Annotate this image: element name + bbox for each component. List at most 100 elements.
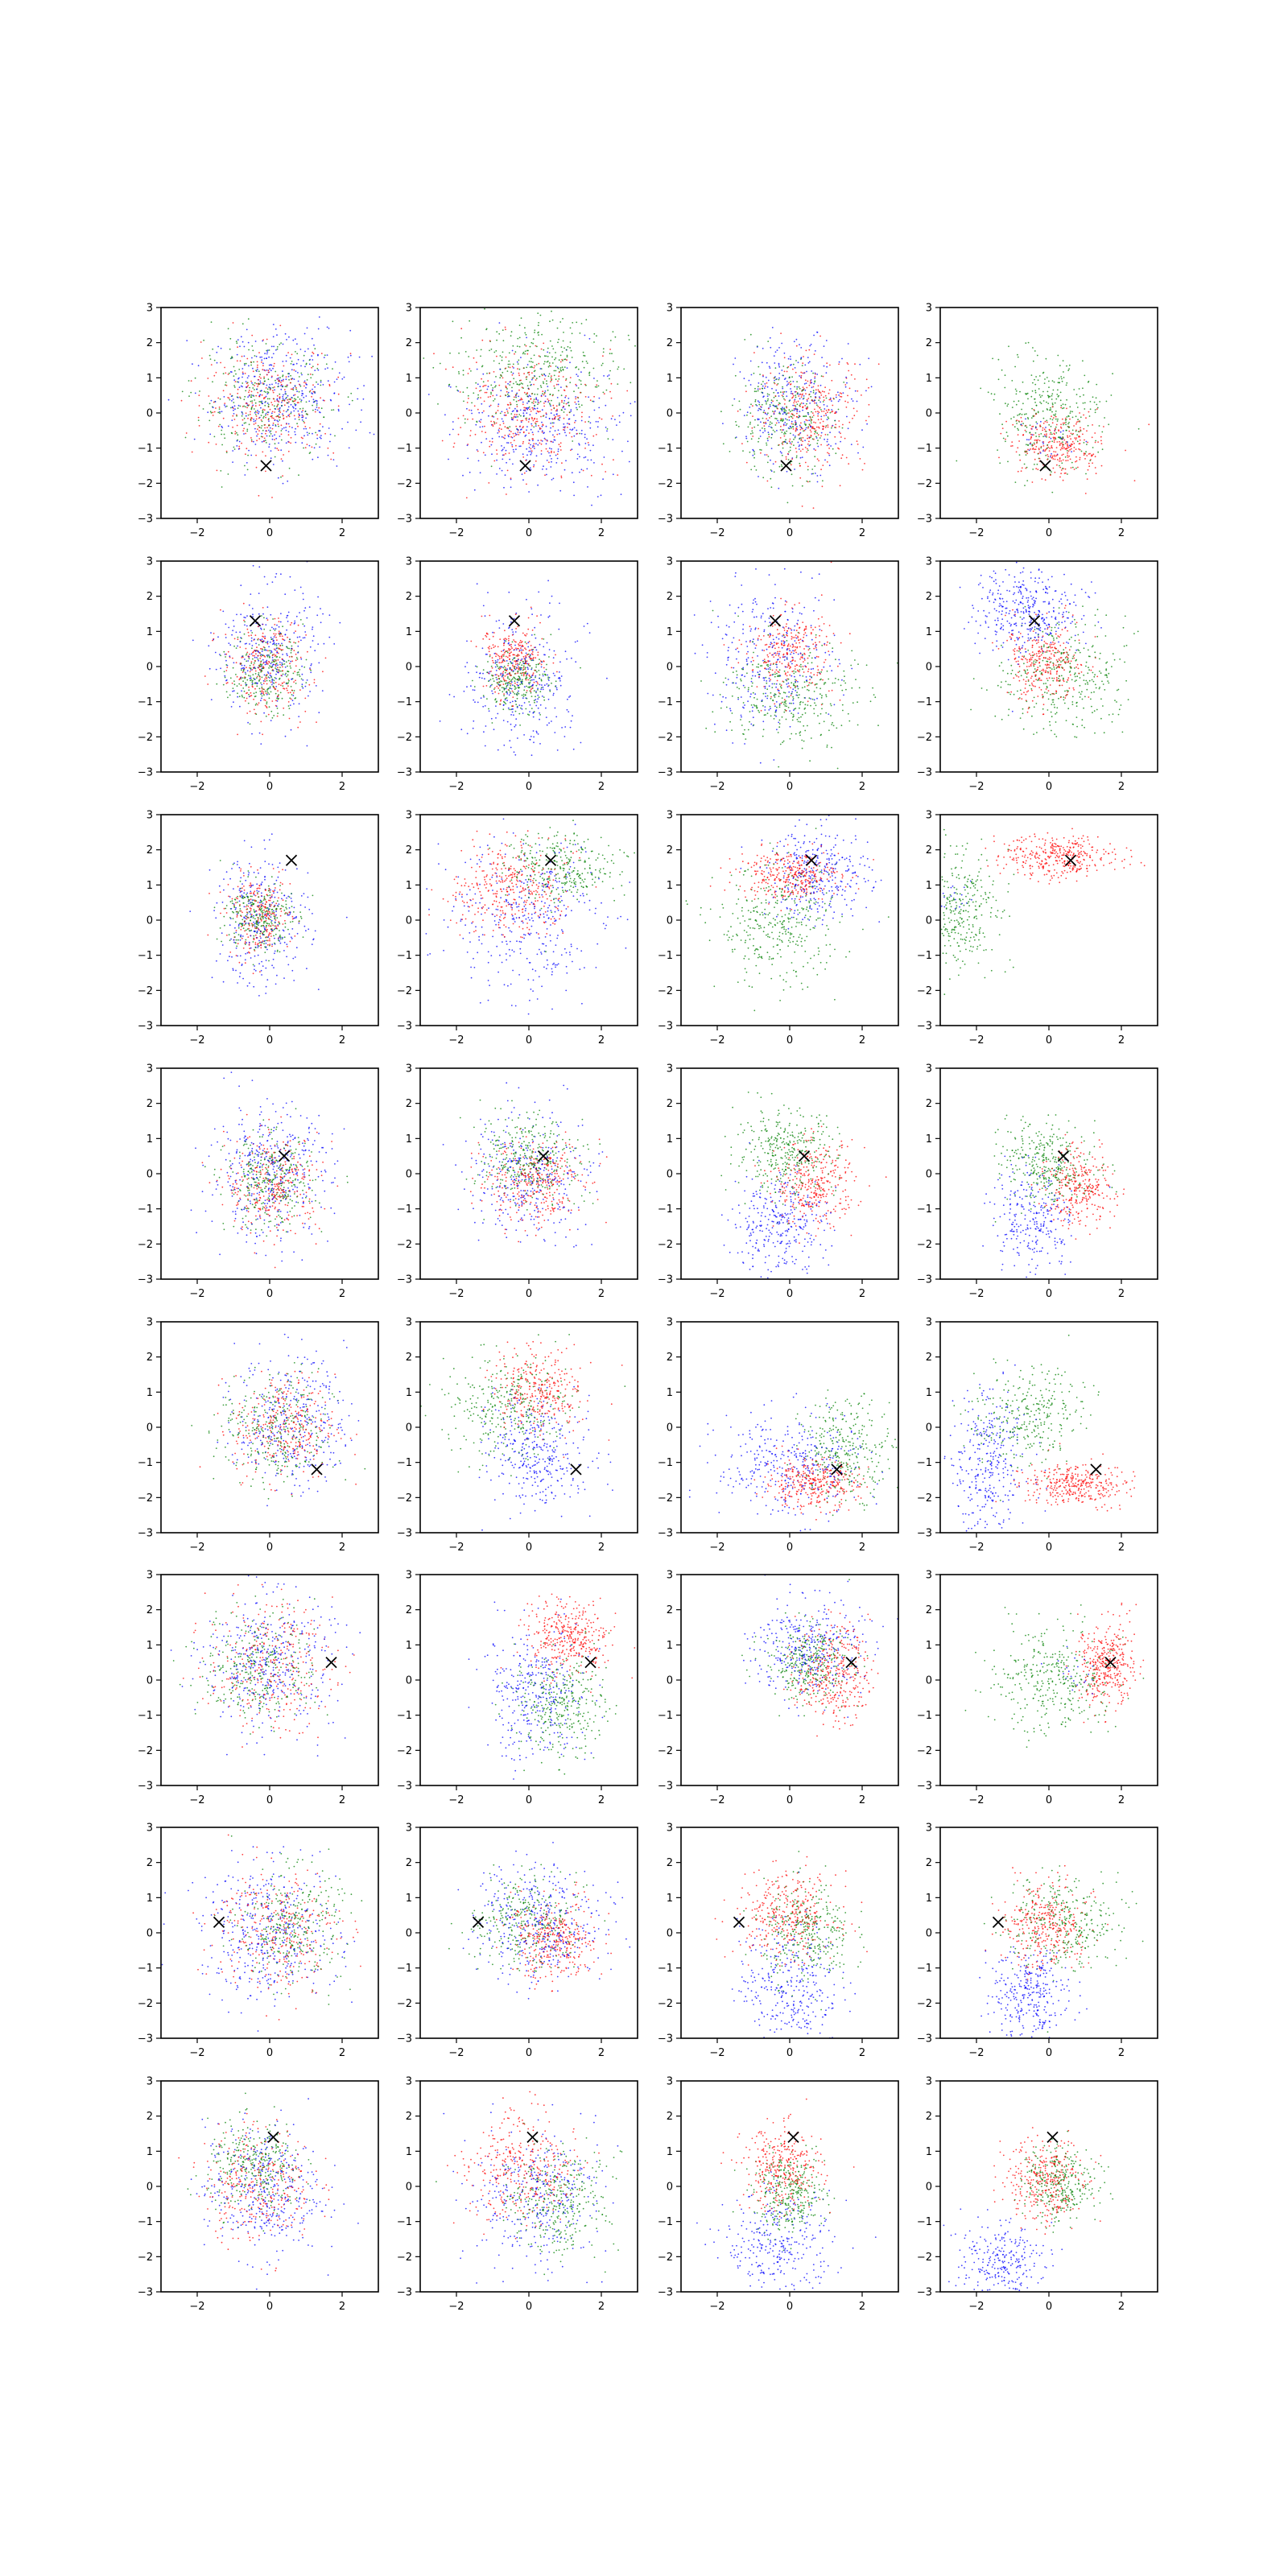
- red-point: [245, 700, 246, 702]
- green-point: [290, 374, 291, 377]
- blue-point: [303, 360, 304, 361]
- blue-point: [798, 416, 800, 418]
- red-point: [1032, 425, 1034, 427]
- red-point: [787, 412, 790, 414]
- red-point: [523, 407, 526, 409]
- blue-point: [539, 712, 540, 714]
- blue-point: [244, 364, 246, 366]
- green-point: [1046, 401, 1047, 403]
- red-point: [1042, 427, 1044, 429]
- blue-point: [765, 423, 767, 425]
- red-point: [299, 689, 301, 691]
- green-point: [521, 674, 522, 676]
- green-point: [254, 704, 257, 706]
- red-point: [547, 399, 550, 402]
- green-point: [253, 395, 255, 397]
- green-point: [247, 454, 249, 456]
- blue-point: [264, 402, 266, 403]
- red-point: [818, 390, 820, 392]
- green-point: [271, 661, 273, 663]
- green-point: [285, 661, 287, 663]
- green-point: [509, 691, 511, 693]
- red-point: [522, 440, 524, 443]
- green-point: [1017, 353, 1018, 356]
- green-point: [254, 399, 256, 401]
- green-point: [1014, 388, 1017, 390]
- blue-point: [782, 407, 783, 408]
- green-point: [300, 372, 303, 374]
- green-point: [1096, 383, 1098, 386]
- green-point: [242, 323, 244, 325]
- green-point: [601, 362, 604, 365]
- blue-point: [256, 657, 258, 658]
- red-point: [520, 397, 522, 399]
- red-point: [208, 395, 210, 397]
- red-point: [807, 437, 808, 440]
- red-point: [1043, 428, 1046, 431]
- red-point: [532, 433, 535, 436]
- blue-point: [810, 425, 811, 427]
- green-point: [562, 340, 564, 342]
- blue-point: [556, 457, 559, 460]
- green-point: [812, 391, 815, 394]
- red-point: [529, 408, 531, 411]
- blue-point: [794, 398, 796, 401]
- red-point: [285, 376, 287, 378]
- blue-point: [774, 362, 776, 364]
- blue-point: [548, 448, 551, 449]
- blue-point: [301, 411, 303, 413]
- red-point: [505, 414, 507, 416]
- red-point: [617, 474, 619, 476]
- blue-point: [491, 389, 493, 391]
- green-point: [508, 360, 510, 362]
- blue-point: [334, 361, 336, 363]
- red-point: [270, 681, 272, 683]
- blue-point: [298, 716, 300, 717]
- red-point: [524, 409, 526, 411]
- blue-point: [774, 351, 777, 353]
- blue-point: [765, 412, 766, 415]
- red-point: [840, 457, 843, 460]
- blue-point: [278, 377, 279, 379]
- blue-point: [573, 494, 575, 497]
- red-point: [1046, 454, 1049, 456]
- blue-point: [512, 463, 514, 465]
- blue-point: [231, 634, 233, 636]
- green-point: [1089, 401, 1092, 402]
- blue-point: [258, 732, 261, 734]
- green-point: [490, 393, 492, 395]
- green-point: [539, 375, 541, 378]
- green-point: [1024, 425, 1026, 427]
- red-point: [250, 380, 252, 382]
- green-point: [530, 384, 531, 386]
- blue-point: [797, 441, 799, 444]
- green-point: [605, 389, 608, 391]
- red-point: [452, 446, 455, 448]
- red-point: [258, 417, 260, 419]
- red-point: [1065, 460, 1067, 462]
- red-point: [1064, 468, 1067, 470]
- red-point: [517, 368, 518, 369]
- red-point: [1033, 415, 1035, 417]
- green-point: [263, 628, 266, 630]
- green-point: [260, 671, 262, 673]
- green-point: [511, 678, 514, 680]
- blue-point: [764, 383, 766, 385]
- red-point: [759, 388, 761, 390]
- green-point: [545, 668, 547, 671]
- red-point: [510, 436, 512, 438]
- red-point: [247, 631, 250, 634]
- blue-point: [243, 433, 245, 435]
- blue-point: [328, 614, 331, 617]
- red-point: [1073, 447, 1075, 448]
- red-point: [745, 390, 747, 393]
- blue-point: [273, 663, 275, 666]
- red-point: [275, 633, 277, 635]
- green-point: [1086, 444, 1088, 445]
- blue-point: [327, 367, 328, 369]
- blue-point: [787, 357, 790, 360]
- blue-point: [766, 395, 769, 397]
- blue-point: [329, 433, 332, 436]
- green-point: [194, 377, 196, 379]
